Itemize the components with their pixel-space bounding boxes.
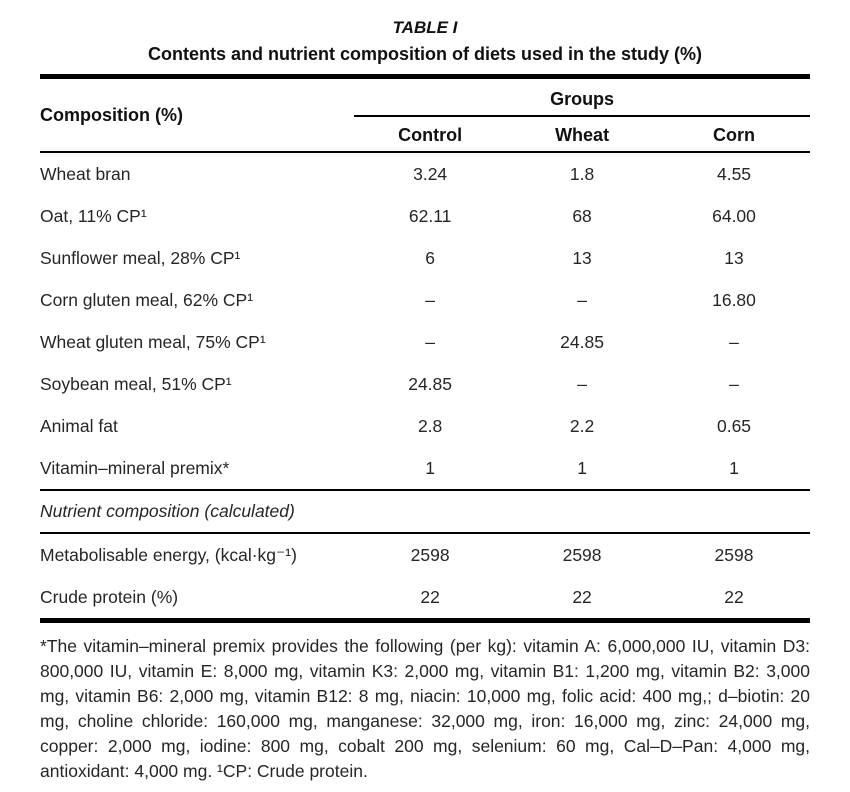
diet-composition-table: Composition (%) Groups Control Wheat Cor…: [40, 74, 810, 623]
cell-control: –: [425, 331, 435, 352]
cell-corn: 2598: [714, 544, 754, 565]
row-label: Metabolisable energy, (kcal·kg⁻¹): [40, 544, 297, 565]
table-row-animal-fat: Animal fat 2.8 2.2 0.65: [40, 405, 810, 447]
cell-corn: 64.00: [712, 205, 756, 226]
cell-wheat: –: [577, 373, 587, 394]
row-label: Wheat gluten meal, 75% CP¹: [40, 331, 266, 352]
table-row-wheat-bran: Wheat bran 3.24 1.8 4.55: [40, 152, 810, 195]
table-body: Wheat bran 3.24 1.8 4.55 Oat, 11% CP¹ 62…: [40, 152, 810, 621]
cell-corn: –: [729, 331, 739, 352]
row-label: Crude protein (%): [40, 586, 179, 607]
cell-control: 2.8: [417, 415, 443, 436]
paper-table-page: TABLE I Contents and nutrient compositio…: [40, 0, 810, 784]
table-header: Composition (%) Groups Control Wheat Cor…: [40, 76, 810, 153]
cell-corn: 16.80: [712, 289, 756, 310]
section-header-nutrient-composition: Nutrient composition (calculated): [40, 489, 810, 534]
composition-column-header: Composition (%): [40, 76, 355, 153]
header-row-groups: Composition (%) Groups: [40, 76, 810, 153]
table-number-label: TABLE I: [392, 18, 458, 37]
cell-corn: 1: [729, 457, 739, 478]
column-header-control: Control: [354, 116, 507, 153]
cell-control: 2598: [410, 544, 450, 565]
row-label: Sunflower meal, 28% CP¹: [40, 247, 241, 268]
cell-control: 3.24: [413, 163, 448, 184]
table-row-sunflower-meal: Sunflower meal, 28% CP¹ 6 13 13: [40, 237, 810, 279]
cell-control: –: [425, 289, 435, 310]
cell-wheat: 68: [572, 205, 592, 226]
table-footnote: *The vitamin–mineral premix provides the…: [40, 636, 810, 781]
table-row-wheat-gluten-meal: Wheat gluten meal, 75% CP¹ – 24.85 –: [40, 321, 810, 363]
row-label: Wheat bran: [40, 163, 131, 184]
cell-wheat: 24.85: [560, 331, 604, 352]
cell-corn: –: [729, 373, 739, 394]
cell-corn: 4.55: [716, 163, 752, 184]
row-label: Vitamin–mineral premix*: [40, 457, 230, 478]
cell-wheat: 13: [572, 247, 592, 268]
column-header-corn: Corn: [658, 116, 810, 153]
column-header-wheat: Wheat: [506, 116, 659, 153]
cell-control: 6: [425, 247, 435, 268]
table-row-vitamin-mineral-premix: Vitamin–mineral premix* 1 1 1: [40, 447, 810, 490]
cell-wheat: 2598: [562, 544, 602, 565]
groups-header: Groups: [354, 76, 810, 117]
row-label: Animal fat: [40, 415, 118, 436]
cell-wheat: 22: [572, 586, 592, 607]
table-title: Contents and nutrient composition of die…: [147, 44, 702, 64]
section-header-row: Nutrient composition (calculated): [40, 489, 810, 534]
cell-control: 62.11: [408, 205, 452, 226]
cell-wheat: 1: [577, 457, 587, 478]
table-row-oat: Oat, 11% CP¹ 62.11 68 64.00: [40, 195, 810, 237]
cell-control: 24.85: [408, 373, 453, 394]
row-label: Oat, 11% CP¹: [40, 205, 147, 226]
cell-corn: 13: [724, 247, 744, 268]
row-label: Soybean meal, 51% CP¹: [40, 373, 232, 394]
table-row-crude-protein: Crude protein (%) 22 22 22: [40, 576, 810, 621]
cell-corn: 22: [724, 586, 744, 607]
cell-wheat: –: [577, 289, 587, 310]
cell-control: 1: [425, 457, 435, 478]
cell-control: 22: [420, 586, 440, 607]
table-row-corn-gluten-meal: Corn gluten meal, 62% CP¹ – – 16.80: [40, 279, 810, 321]
cell-wheat: 2.2: [569, 415, 595, 436]
row-label: Corn gluten meal, 62% CP¹: [40, 289, 254, 310]
header-row-columns: Control Wheat Corn: [40, 116, 810, 153]
table-row-soybean-meal: Soybean meal, 51% CP¹ 24.85 – –: [40, 363, 810, 405]
table-caption: TABLE I Contents and nutrient compositio…: [40, 18, 810, 65]
cell-wheat: 1.8: [569, 163, 595, 184]
table-row-metabolisable-energy: Metabolisable energy, (kcal·kg⁻¹) 2598 2…: [40, 533, 810, 576]
cell-corn: 0.65: [716, 415, 752, 436]
